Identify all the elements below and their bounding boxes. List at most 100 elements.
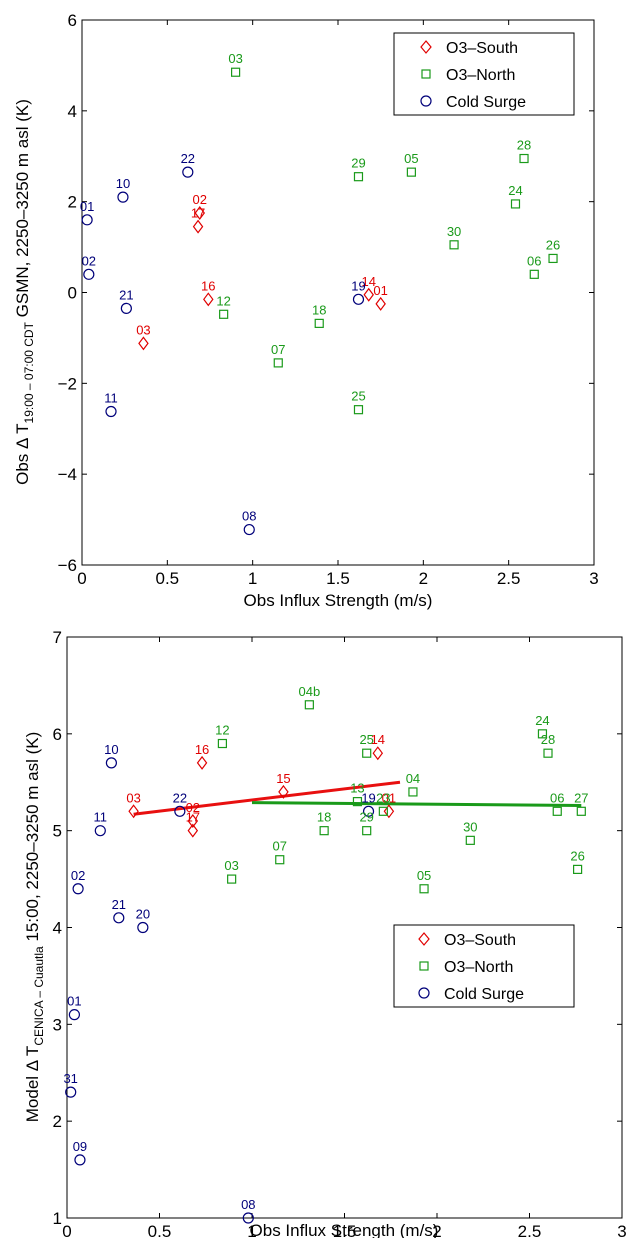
data-point-diamond (187, 813, 199, 828)
x-tick-label: 0.5 (156, 569, 180, 588)
point-label: 26 (570, 848, 584, 863)
y-tick-label: 2 (53, 1112, 62, 1131)
point-label: 04b (298, 684, 320, 699)
point-label: 13 (350, 781, 364, 796)
point-label: 10 (104, 742, 118, 757)
data-point-square (543, 748, 553, 758)
point-label: 14 (361, 274, 375, 289)
point-label: 28 (541, 732, 555, 747)
legend-label-north: O3–North (446, 67, 515, 84)
point-label: 15 (276, 771, 290, 786)
fit-line (251, 801, 582, 807)
point-label: 21 (112, 897, 126, 912)
y-tick-label: −6 (58, 556, 77, 575)
point-label: 10 (116, 176, 130, 191)
point-label: 29 (351, 156, 365, 171)
point-label: 25 (359, 732, 373, 747)
legend-label-cold: Cold Surge (446, 94, 526, 111)
point-label: 17 (191, 206, 205, 221)
data-point-square (231, 67, 241, 77)
x-axis-label-top: Obs Influx Strength (m/s) (244, 591, 433, 610)
point-label: 08 (241, 1197, 255, 1212)
point-label: 07 (271, 342, 285, 357)
data-point-circle (68, 1009, 81, 1021)
point-label: 01 (382, 790, 396, 805)
legend-diamond-marker (420, 40, 432, 54)
fit-lines-bottom (133, 780, 582, 816)
data-point-circle (105, 757, 118, 769)
point-label: 12 (215, 723, 229, 738)
legend-label-south: O3–South (446, 40, 518, 57)
x-ticks-bottom: 0 0.5 1 1.5 2 2.5 3 (62, 637, 627, 1238)
point-label: 05 (404, 151, 418, 166)
data-point-square (362, 826, 372, 836)
y-axis-label-bottom: Model Δ TCENICA – Cuautla 15:00, 2250–32… (23, 732, 46, 1122)
y-tick-label: 2 (68, 193, 77, 212)
data-point-square (219, 309, 229, 319)
x-tick-label: 1.5 (326, 569, 350, 588)
y-tick-label: 7 (53, 628, 62, 647)
point-label: 28 (517, 138, 531, 153)
data-point-square (353, 172, 364, 182)
data-point-square (319, 826, 329, 836)
point-label: 07 (273, 839, 287, 854)
point-label: 24 (535, 713, 549, 728)
data-point-diamond (138, 336, 149, 351)
y-tick-label: 3 (53, 1015, 62, 1034)
data-point-square (419, 884, 429, 894)
point-label: 27 (574, 790, 588, 805)
point-label: 22 (173, 790, 187, 805)
point-label: 25 (351, 389, 365, 404)
point-label: 04 (406, 771, 420, 786)
point-label: 19 (361, 790, 375, 805)
point-label: 22 (181, 151, 195, 166)
data-point-circle (352, 293, 365, 305)
data-point-square (449, 240, 459, 250)
point-label: 09 (73, 1139, 87, 1154)
data-points-bottom (65, 700, 586, 1224)
data-point-diamond (194, 206, 206, 221)
point-label: 01 (373, 283, 387, 298)
x-tick-label: 2.5 (518, 1222, 542, 1238)
data-point-square (576, 806, 586, 816)
data-point-circle (65, 1086, 77, 1098)
legend-entry-south: O3–South (420, 40, 518, 57)
point-label: 24 (508, 183, 522, 198)
data-point-square (362, 748, 372, 758)
data-point-circle (94, 825, 106, 837)
legend-top: O3–South O3–North Cold Surge (393, 32, 575, 116)
data-point-square (552, 806, 562, 816)
point-label: 18 (312, 302, 326, 317)
data-point-diamond (192, 219, 204, 234)
point-label: 17 (186, 810, 200, 825)
point-label: 06 (550, 790, 564, 805)
data-point-circle (174, 805, 186, 817)
legend-entry-north: O3–North (419, 959, 513, 976)
point-label: 02 (71, 868, 85, 883)
x-tick-label: 1.5 (333, 1222, 357, 1238)
data-point-circle (137, 921, 149, 934)
point-label: 26 (546, 237, 560, 252)
legend-entry-north: O3–North (421, 67, 515, 84)
data-point-circle (113, 912, 125, 924)
point-label: 14 (371, 732, 385, 747)
data-point-diamond (187, 823, 199, 838)
point-label: 03 (136, 322, 150, 337)
data-point-square (519, 153, 529, 164)
point-label: 11 (104, 390, 118, 405)
legend-box (393, 32, 575, 116)
point-label: 02 (82, 253, 96, 268)
point-label: 16 (195, 742, 209, 757)
data-point-square (227, 874, 237, 884)
data-point-square (275, 855, 285, 865)
data-point-circle (182, 166, 194, 178)
x-tick-label: 3 (589, 569, 598, 588)
data-point-diamond (196, 755, 208, 770)
x-tick-label: 0 (62, 1222, 71, 1238)
point-label: 19 (351, 278, 365, 293)
y-tick-label: 0 (68, 284, 77, 303)
data-points-top (81, 67, 558, 536)
data-point-diamond (383, 804, 395, 819)
fit-line (133, 780, 401, 816)
